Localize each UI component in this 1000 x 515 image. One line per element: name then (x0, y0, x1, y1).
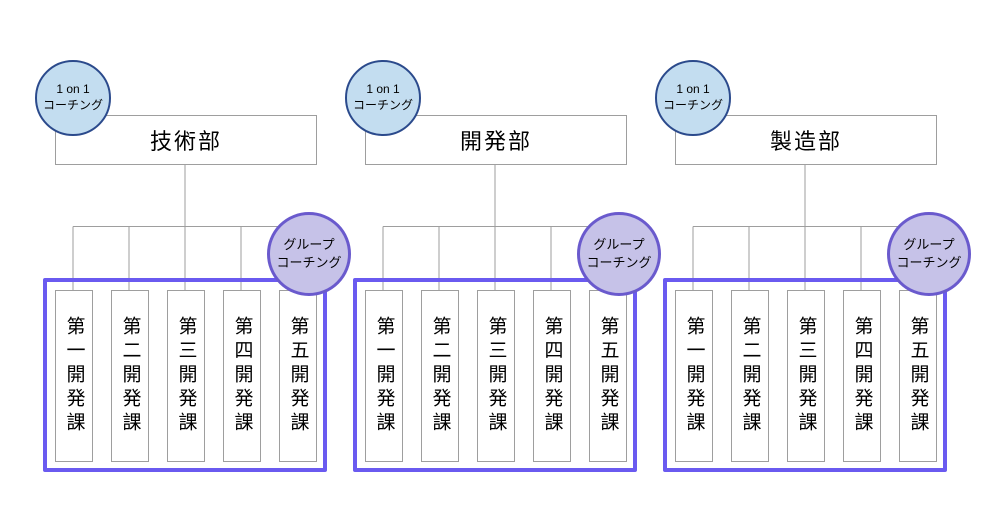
section-label: 第四開発課 (229, 316, 256, 436)
section-label: 第一開発課 (371, 316, 398, 436)
section-label: 第二開発課 (737, 316, 764, 436)
section-box: 第五開発課 (899, 290, 937, 462)
badge-group-line2: コーチング (896, 254, 961, 272)
section-label: 第三開発課 (793, 316, 820, 436)
department-label: 開発部 (460, 124, 532, 156)
badge-1on1-line2: コーチング (663, 98, 723, 114)
section-label: 第五開発課 (595, 316, 622, 436)
badge-1on1: 1 on 1コーチング (345, 60, 421, 136)
badge-group: グループコーチング (267, 212, 351, 296)
section-box: 第二開発課 (421, 290, 459, 462)
badge-group-line1: グループ (593, 236, 644, 254)
section-label: 第五開発課 (905, 316, 932, 436)
badge-group: グループコーチング (887, 212, 971, 296)
badge-group: グループコーチング (577, 212, 661, 296)
section-box: 第二開発課 (111, 290, 149, 462)
section-box: 第四開発課 (533, 290, 571, 462)
badge-group-line1: グループ (283, 236, 334, 254)
section-box: 第三開発課 (787, 290, 825, 462)
section-box: 第一開発課 (365, 290, 403, 462)
section-label: 第一開発課 (681, 316, 708, 436)
badge-1on1-line1: 1 on 1 (366, 82, 399, 98)
section-label: 第三開発課 (483, 316, 510, 436)
badge-group-line1: グループ (903, 236, 954, 254)
department-label: 技術部 (150, 124, 222, 156)
badge-1on1-line1: 1 on 1 (56, 82, 89, 98)
section-box: 第四開発課 (843, 290, 881, 462)
section-label: 第二開発課 (117, 316, 144, 436)
section-box: 第二開発課 (731, 290, 769, 462)
badge-1on1-line2: コーチング (43, 98, 103, 114)
section-box: 第四開発課 (223, 290, 261, 462)
section-box: 第一開発課 (675, 290, 713, 462)
org-chart: 技術部1 on 1コーチング第一開発課第二開発課第三開発課第四開発課第五開発課グ… (0, 0, 1000, 515)
section-box: 第五開発課 (279, 290, 317, 462)
section-box: 第三開発課 (477, 290, 515, 462)
badge-group-line2: コーチング (586, 254, 651, 272)
badge-1on1-line2: コーチング (353, 98, 413, 114)
badge-group-line2: コーチング (276, 254, 341, 272)
section-box: 第三開発課 (167, 290, 205, 462)
section-label: 第五開発課 (285, 316, 312, 436)
section-label: 第一開発課 (61, 316, 88, 436)
badge-1on1: 1 on 1コーチング (35, 60, 111, 136)
section-label: 第三開発課 (173, 316, 200, 436)
section-label: 第二開発課 (427, 316, 454, 436)
badge-1on1-line1: 1 on 1 (676, 82, 709, 98)
section-label: 第四開発課 (849, 316, 876, 436)
section-box: 第一開発課 (55, 290, 93, 462)
section-box: 第五開発課 (589, 290, 627, 462)
badge-1on1: 1 on 1コーチング (655, 60, 731, 136)
section-label: 第四開発課 (539, 316, 566, 436)
department-label: 製造部 (770, 124, 842, 156)
